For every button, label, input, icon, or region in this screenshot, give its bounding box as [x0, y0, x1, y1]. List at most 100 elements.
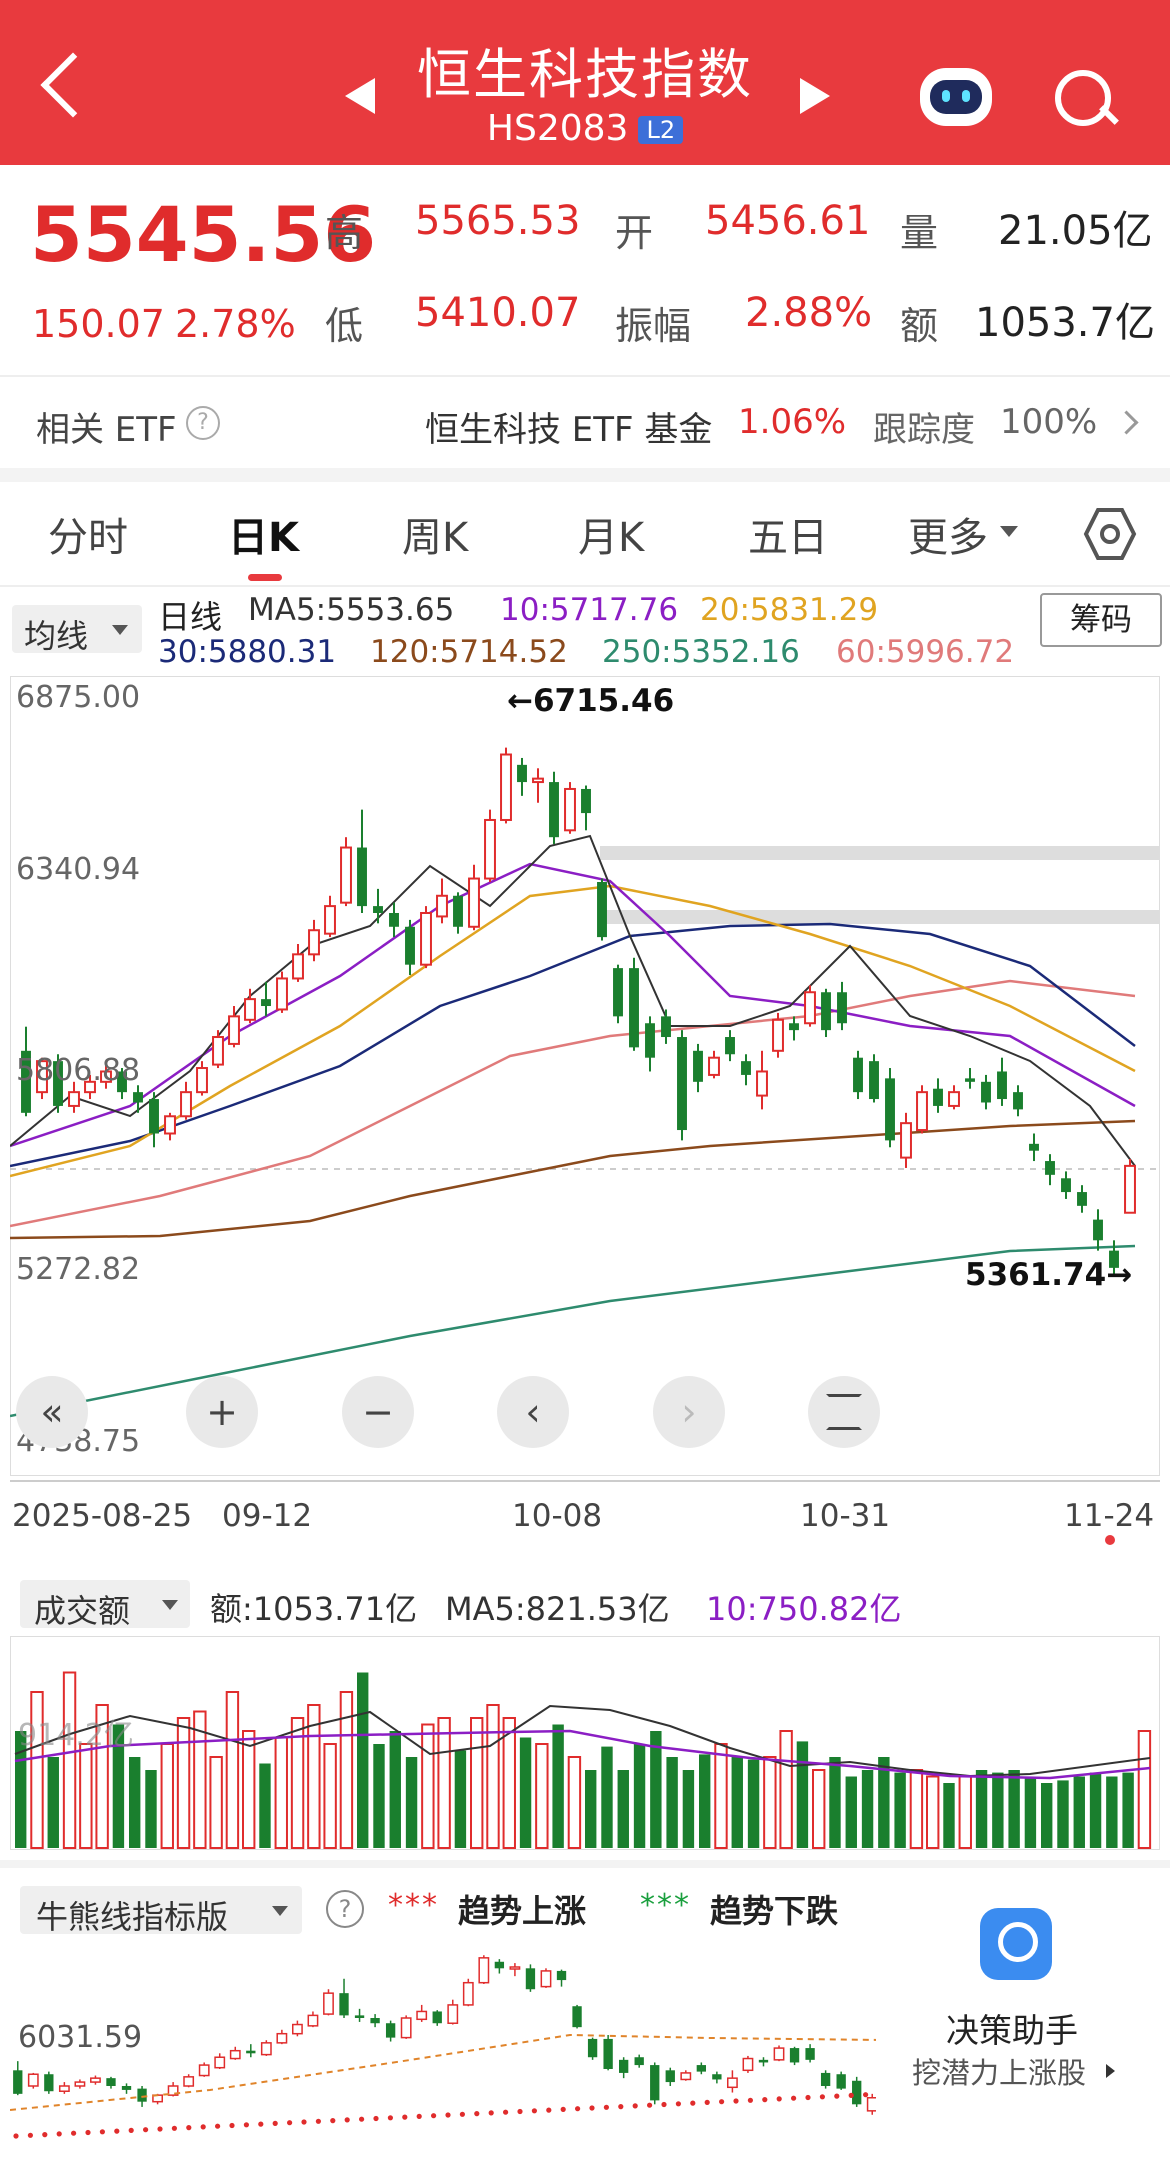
- candle: [1077, 1185, 1087, 1213]
- bear-dot: [56, 2131, 62, 2137]
- search-icon[interactable]: [1055, 70, 1111, 126]
- chevron-right-icon: [1114, 410, 1139, 435]
- etf-row[interactable]: 相关 ETF ? 恒生科技 ETF 基金 1.06% 跟踪度 100%: [0, 378, 1170, 468]
- robot-assistant-icon[interactable]: [920, 68, 992, 126]
- candle-body: [228, 1015, 240, 1045]
- mini-candle-body: [509, 1966, 521, 1970]
- mini-candle-body: [370, 2018, 380, 2024]
- bull-line: [10, 2033, 880, 2111]
- rewind-button[interactable]: «: [16, 1376, 88, 1448]
- bear-dot: [747, 2097, 754, 2103]
- candle-body: [53, 1061, 63, 1106]
- bear-dot: [474, 2111, 480, 2117]
- next-index-icon[interactable]: [800, 78, 830, 114]
- volume-bar: [15, 1731, 27, 1848]
- section-gap: [0, 468, 1170, 482]
- candle-body: [357, 847, 367, 907]
- y-tick-3: 5806.88: [16, 1053, 141, 1088]
- volume-bar: [731, 1757, 743, 1848]
- bear-dot: [99, 2129, 105, 2135]
- mini-candle-body: [852, 2080, 862, 2105]
- mini-candle-body: [696, 2065, 706, 2072]
- bear-dot: [287, 2120, 293, 2126]
- mini-candle-body: [74, 2081, 86, 2087]
- zoom-out-button[interactable]: −: [342, 1376, 414, 1448]
- volume-bar: [357, 1672, 369, 1848]
- volume-bar: [812, 1769, 826, 1849]
- tab-monthly-k[interactable]: 月K: [578, 515, 645, 561]
- high-value: 5565.53: [415, 198, 581, 244]
- candle: [661, 1009, 671, 1044]
- candle-body: [1109, 1250, 1119, 1268]
- help-icon[interactable]: ?: [186, 406, 220, 440]
- amplitude-label: 振幅: [615, 304, 692, 348]
- caret-down-icon: [162, 1600, 178, 1610]
- kline-chart[interactable]: ←6715.46 5361.74→: [10, 676, 1160, 1476]
- ma-selector[interactable]: 均线: [12, 605, 142, 655]
- candle: [1013, 1085, 1023, 1117]
- candle: [965, 1068, 975, 1089]
- fullscreen-icon: [826, 1394, 862, 1430]
- bear-dot: [791, 2095, 797, 2101]
- candle: [981, 1074, 991, 1110]
- candle-body: [276, 977, 288, 1011]
- bear-dot: [834, 2093, 840, 2099]
- tab-intraday[interactable]: 分时: [48, 515, 128, 561]
- mini-candle-body: [462, 1981, 474, 2006]
- volume-bar: [992, 1772, 1004, 1848]
- scroll-right-button[interactable]: ›: [653, 1376, 725, 1448]
- chip-button[interactable]: 筹码: [1040, 593, 1162, 647]
- bear-dot: [258, 2121, 264, 2127]
- amplitude-value: 2.88%: [745, 290, 873, 336]
- settings-hexagon-icon[interactable]: [1082, 506, 1138, 562]
- candle: [133, 1085, 143, 1113]
- candle-body: [68, 1091, 80, 1107]
- volume-bar: [845, 1776, 857, 1848]
- bear-dot: [157, 2126, 163, 2132]
- candle: [149, 1092, 159, 1148]
- candle: [100, 1064, 112, 1089]
- fullscreen-button[interactable]: [808, 1376, 880, 1448]
- mini-candle-body: [789, 2048, 800, 2063]
- candle-body: [869, 1061, 879, 1100]
- candle: [420, 906, 432, 969]
- bull-bear-selector[interactable]: 牛熊线指标版: [20, 1886, 302, 1936]
- mini-candle-body: [447, 2004, 459, 2024]
- candle: [1124, 1158, 1136, 1214]
- volume-bar: [519, 1737, 532, 1848]
- decision-assistant-card[interactable]: 决策助手 挖潜力上涨股: [876, 1900, 1156, 2140]
- candle: [613, 964, 623, 1024]
- volume-bar: [47, 1757, 59, 1848]
- volume-bar: [454, 1750, 467, 1848]
- volume-bar: [502, 1717, 516, 1849]
- bear-dot: [13, 2133, 19, 2139]
- bear-dot: [575, 2106, 581, 2112]
- etf-label: 相关 ETF: [36, 410, 177, 450]
- tab-daily-k[interactable]: 日K: [228, 515, 299, 561]
- tab-more[interactable]: 更多: [908, 515, 988, 561]
- tab-weekly-k[interactable]: 周K: [402, 515, 469, 561]
- ma-selector-label: 均线: [24, 617, 89, 655]
- volume-bar: [617, 1770, 629, 1848]
- candle-body: [196, 1067, 208, 1094]
- volume-ma10: 10:750.82亿: [706, 1590, 902, 1628]
- scroll-left-button[interactable]: ‹: [497, 1376, 569, 1448]
- candle-body: [532, 777, 544, 784]
- mini-candle-body: [44, 2074, 54, 2092]
- candle-body: [324, 905, 336, 935]
- mini-candle-body: [680, 2072, 692, 2081]
- volume-selector[interactable]: 成交额: [20, 1580, 190, 1630]
- bear-dot: [402, 2114, 408, 2120]
- ma60-line: [10, 979, 1136, 1228]
- prev-index-icon[interactable]: [345, 78, 375, 114]
- candle-body: [244, 998, 256, 1021]
- tab-five-day[interactable]: 五日: [748, 515, 828, 561]
- candle-body: [821, 992, 831, 1031]
- bear-dot: [315, 2118, 321, 2124]
- help-icon[interactable]: ?: [326, 1890, 364, 1928]
- mini-candle-body: [836, 2074, 846, 2089]
- zoom-in-button[interactable]: +: [186, 1376, 258, 1448]
- x-tick-5: 11-24: [1064, 1498, 1155, 1534]
- candle-body: [261, 999, 271, 1007]
- volume-bar: [763, 1756, 777, 1849]
